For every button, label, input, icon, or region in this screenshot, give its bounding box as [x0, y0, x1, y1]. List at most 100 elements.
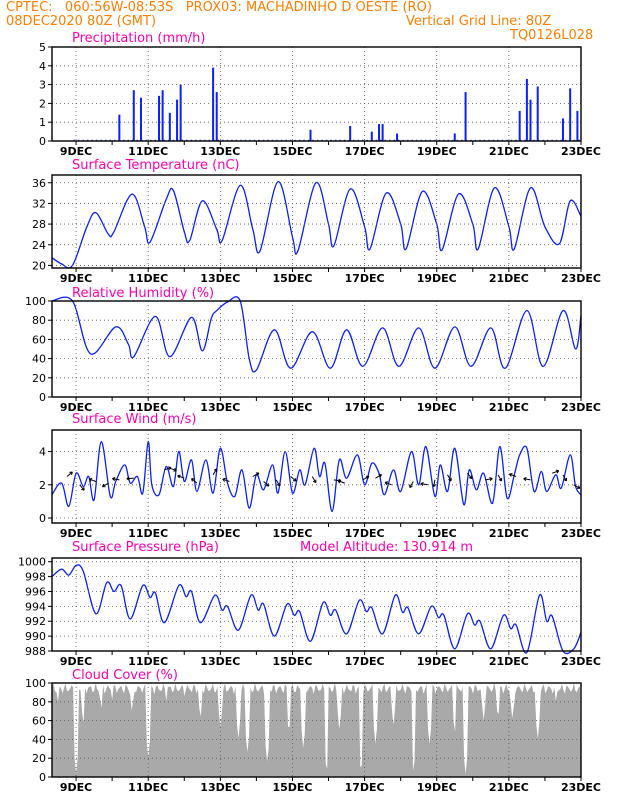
y-tick-label: 4 — [39, 446, 46, 459]
wind-arrow-head — [173, 467, 177, 472]
wind-arrow-head — [88, 477, 93, 482]
x-tick-label: 11DEC — [128, 781, 168, 794]
wind-arrow-head — [432, 483, 437, 488]
precip-bar — [396, 133, 399, 141]
x-tick-label: 19DEC — [417, 145, 457, 158]
wind-arrow-head — [555, 469, 560, 474]
x-tick-label: 23DEC — [561, 401, 601, 414]
wind-arrow-head — [312, 479, 317, 484]
wind-arrow — [79, 484, 85, 491]
wind-arrow-head — [448, 477, 452, 482]
wind-arrow — [338, 480, 345, 484]
y-tick-label: 1 — [39, 116, 46, 129]
x-tick-label: 19DEC — [417, 655, 457, 668]
precip-bar — [561, 118, 564, 141]
precip-bar — [215, 92, 218, 141]
x-tick-label: 15DEC — [272, 145, 312, 158]
y-tick-label: 988 — [25, 645, 46, 658]
wind-arrow — [485, 478, 493, 481]
y-tick-label: 5 — [39, 41, 46, 54]
x-tick-label: 13DEC — [200, 401, 240, 414]
plot-frame — [51, 429, 582, 524]
wind-arrow-head — [468, 475, 473, 480]
x-tick-label: 13DEC — [200, 145, 240, 158]
wind-arrow-head — [177, 474, 181, 479]
x-tick-label: 11DEC — [128, 272, 168, 285]
wind-arrow-head — [365, 475, 370, 480]
x-tick-label: 15DEC — [272, 527, 312, 540]
precip-bar — [349, 125, 352, 141]
header-date: 08DEC2020 80Z (GMT) — [6, 14, 157, 29]
y-tick-label: 2 — [39, 97, 46, 110]
wind-arrow — [290, 476, 297, 482]
y-tick-label: 0 — [39, 391, 46, 404]
wind-arrow-head — [292, 477, 297, 482]
wind-arrow-head — [69, 471, 73, 476]
wind-arrow — [89, 478, 97, 482]
x-tick-label: 23DEC — [561, 272, 601, 285]
x-tick-label: 15DEC — [272, 272, 312, 285]
y-tick-label: 0 — [39, 771, 46, 784]
x-tick-label: 21DEC — [489, 527, 529, 540]
x-tick-label: 23DEC — [561, 145, 601, 158]
x-tick-label: 21DEC — [489, 272, 529, 285]
x-tick-label: 21DEC — [489, 781, 529, 794]
panel-title: Relative Humidity (%) — [72, 286, 214, 301]
wind-arrow-head — [126, 476, 130, 481]
y-tick-label: 0 — [39, 512, 46, 525]
panel-title: Surface Temperature (nC) — [72, 158, 240, 173]
x-tick-label: 11DEC — [128, 527, 168, 540]
wind-arrow — [311, 476, 317, 483]
y-tick-label: 1000 — [18, 556, 46, 569]
precip-bar — [118, 114, 121, 141]
precip-bar — [132, 90, 135, 141]
x-tick-label: 11DEC — [128, 655, 168, 668]
x-tick-label: 17DEC — [345, 401, 385, 414]
x-tick-label: 13DEC — [200, 781, 240, 794]
wind-arrow-head — [337, 479, 342, 484]
header-grid-line: Vertical Grid Line: 80Z — [406, 14, 552, 29]
precip-bar — [179, 84, 182, 141]
wind-arrow — [126, 477, 134, 480]
x-tick-label: 23DEC — [561, 527, 601, 540]
wind-arrow — [191, 478, 198, 484]
y-tick-label: 20 — [32, 372, 46, 385]
wind-arrow — [573, 484, 581, 489]
precip-bar — [569, 88, 572, 141]
x-tick-label: 17DEC — [345, 527, 385, 540]
x-tick-label: 15DEC — [272, 655, 312, 668]
y-tick-label: 40 — [32, 733, 46, 746]
panel-title: Surface Wind (m/s) — [72, 412, 196, 427]
wind-arrow-head — [563, 477, 568, 482]
precip-bar — [212, 67, 215, 141]
wind-arrow — [66, 471, 73, 477]
precip-bar — [381, 124, 384, 141]
plot-frame — [51, 300, 582, 398]
y-tick-label: 80 — [32, 314, 46, 327]
wind-arrow — [112, 478, 120, 481]
y-tick-label: 3 — [39, 79, 46, 92]
x-tick-label: 19DEC — [417, 527, 457, 540]
panel-subtitle: Model Altitude: 130.914 m — [300, 540, 473, 555]
precip-bar — [378, 124, 381, 141]
precip-bar — [139, 97, 142, 141]
precip-bar — [529, 99, 532, 141]
x-tick-label: 15DEC — [272, 781, 312, 794]
wind-arrow — [169, 467, 177, 472]
plot-frame — [51, 46, 582, 142]
series-line — [51, 296, 582, 373]
y-tick-label: 40 — [32, 353, 46, 366]
wind-arrow-head — [102, 483, 106, 488]
wind-arrow — [164, 466, 172, 471]
precip-bar — [536, 86, 539, 141]
precip-bar — [158, 95, 161, 141]
wind-arrow-head — [222, 477, 226, 482]
x-tick-label: 13DEC — [200, 527, 240, 540]
wind-arrow — [362, 475, 370, 481]
wind-arrow — [384, 481, 392, 486]
precip-bar — [464, 92, 467, 141]
wind-arrow — [222, 478, 230, 482]
y-tick-label: 20 — [32, 259, 46, 272]
y-tick-label: 2 — [39, 479, 46, 492]
y-tick-label: 100 — [25, 677, 46, 690]
